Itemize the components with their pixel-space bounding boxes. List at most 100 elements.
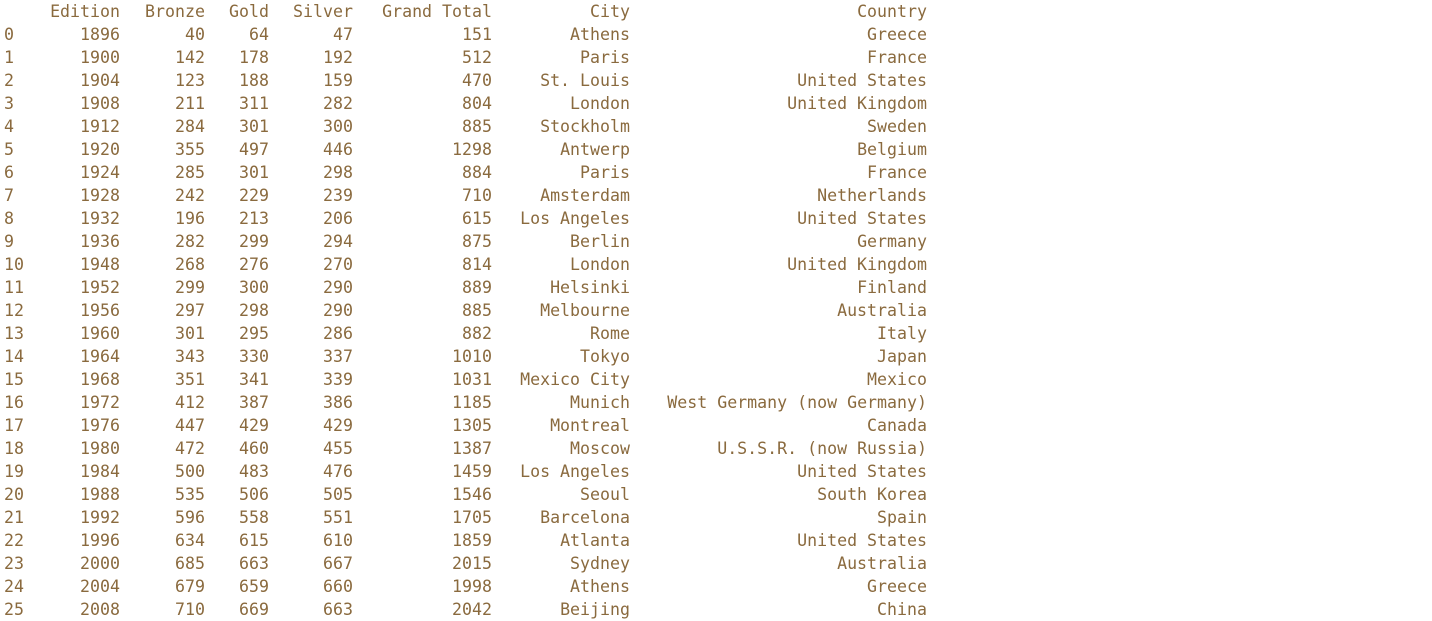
country-cell: Greece — [867, 577, 927, 596]
row-index: 25 — [4, 600, 24, 619]
edition-cell: 1996 — [80, 531, 120, 550]
grand-total-cell: 1010 — [452, 347, 492, 366]
table-row: 2 1904 123 188 159 470 St. Louis United States — [4, 69, 934, 92]
gold-cell: 659 — [239, 577, 269, 596]
edition-cell: 1992 — [80, 508, 120, 527]
bronze-cell: 211 — [175, 94, 205, 113]
row-index: 22 — [4, 531, 24, 550]
table-row: 14 1964 343 330 337 1010 Tokyo Japan — [4, 345, 934, 368]
city-cell: Munich — [570, 393, 630, 412]
column-header-edition: Edition — [50, 2, 120, 21]
grand-total-cell: 1459 — [452, 462, 492, 481]
table-row: 23 2000 685 663 667 2015 Sydney Australia — [4, 552, 934, 575]
table-row: 5 1920 355 497 446 1298 Antwerp Belgium — [4, 138, 934, 161]
city-cell: Stockholm — [540, 117, 630, 136]
bronze-cell: 142 — [175, 48, 205, 67]
row-index: 4 — [4, 117, 14, 136]
column-header-country: Country — [857, 2, 927, 21]
edition-cell: 1912 — [80, 117, 120, 136]
gold-cell: 387 — [239, 393, 269, 412]
row-index: 23 — [4, 554, 24, 573]
gold-cell: 429 — [239, 416, 269, 435]
table-row: 24 2004 679 659 660 1998 Athens Greece — [4, 575, 934, 598]
row-index: 17 — [4, 416, 24, 435]
silver-cell: 505 — [323, 485, 353, 504]
row-index: 21 — [4, 508, 24, 527]
silver-cell: 192 — [323, 48, 353, 67]
silver-cell: 294 — [323, 232, 353, 251]
bronze-cell: 710 — [175, 600, 205, 619]
bronze-cell: 447 — [175, 416, 205, 435]
table-row: 12 1956 297 298 290 885 Melbourne Australia — [4, 299, 934, 322]
silver-cell: 610 — [323, 531, 353, 550]
gold-cell: 341 — [239, 370, 269, 389]
silver-cell: 47 — [333, 25, 353, 44]
bronze-cell: 285 — [175, 163, 205, 182]
bronze-cell: 301 — [175, 324, 205, 343]
grand-total-cell: 2042 — [452, 600, 492, 619]
silver-cell: 270 — [323, 255, 353, 274]
city-cell: Beijing — [560, 600, 630, 619]
grand-total-cell: 884 — [462, 163, 492, 182]
country-cell: Netherlands — [817, 186, 927, 205]
country-cell: Australia — [837, 301, 927, 320]
city-cell: Mexico City — [520, 370, 630, 389]
country-cell: United Kingdom — [787, 94, 927, 113]
edition-cell: 1964 — [80, 347, 120, 366]
column-header-bronze: Bronze — [145, 2, 205, 21]
gold-cell: 301 — [239, 163, 269, 182]
table-row: 10 1948 268 276 270 814 London United Kingdom — [4, 253, 934, 276]
silver-cell: 429 — [323, 416, 353, 435]
country-cell: Belgium — [857, 140, 927, 159]
bronze-cell: 284 — [175, 117, 205, 136]
edition-cell: 1968 — [80, 370, 120, 389]
table-row: 18 1980 472 460 455 1387 Moscow U.S.S.R. (now R… — [4, 437, 934, 460]
bronze-cell: 355 — [175, 140, 205, 159]
country-cell: United States — [797, 209, 927, 228]
grand-total-cell: 512 — [462, 48, 492, 67]
row-index: 5 — [4, 140, 14, 159]
silver-cell: 206 — [323, 209, 353, 228]
bronze-cell: 535 — [175, 485, 205, 504]
silver-cell: 455 — [323, 439, 353, 458]
country-cell: Mexico — [867, 370, 927, 389]
city-cell: Sydney — [570, 554, 630, 573]
bronze-cell: 268 — [175, 255, 205, 274]
table-row: 9 1936 282 299 294 875 Berlin Germany — [4, 230, 934, 253]
grand-total-cell: 882 — [462, 324, 492, 343]
bronze-cell: 634 — [175, 531, 205, 550]
country-cell: U.S.S.R. (now Russia) — [717, 439, 927, 458]
column-header-grand-total: Grand Total — [382, 2, 492, 21]
gold-cell: 64 — [249, 25, 269, 44]
country-cell: Greece — [867, 25, 927, 44]
bronze-cell: 412 — [175, 393, 205, 412]
edition-cell: 1920 — [80, 140, 120, 159]
row-index: 20 — [4, 485, 24, 504]
edition-cell: 1936 — [80, 232, 120, 251]
gold-cell: 301 — [239, 117, 269, 136]
country-cell: Germany — [857, 232, 927, 251]
silver-cell: 551 — [323, 508, 353, 527]
country-cell: China — [877, 600, 927, 619]
row-index: 8 — [4, 209, 14, 228]
dataframe-output: Edition Bronze Gold Silver Grand Total C… — [4, 0, 934, 621]
silver-cell: 339 — [323, 370, 353, 389]
country-cell: United Kingdom — [787, 255, 927, 274]
edition-cell: 1972 — [80, 393, 120, 412]
gold-cell: 330 — [239, 347, 269, 366]
table-body: 0 1896 40 64 47 151 Athens Greece 1 1900 142 178 192… — [4, 23, 934, 621]
edition-cell: 1908 — [80, 94, 120, 113]
table-row: 11 1952 299 300 290 889 Helsinki Finland — [4, 276, 934, 299]
bronze-cell: 596 — [175, 508, 205, 527]
row-index: 2 — [4, 71, 14, 90]
edition-cell: 1952 — [80, 278, 120, 297]
country-cell: Italy — [877, 324, 927, 343]
row-index: 0 — [4, 25, 14, 44]
table-row: 17 1976 447 429 429 1305 Montreal Canada — [4, 414, 934, 437]
city-cell: Atlanta — [560, 531, 630, 550]
silver-cell: 663 — [323, 600, 353, 619]
column-header-gold: Gold — [229, 2, 269, 21]
row-index: 1 — [4, 48, 14, 67]
grand-total-cell: 615 — [462, 209, 492, 228]
city-cell: Amsterdam — [540, 186, 630, 205]
